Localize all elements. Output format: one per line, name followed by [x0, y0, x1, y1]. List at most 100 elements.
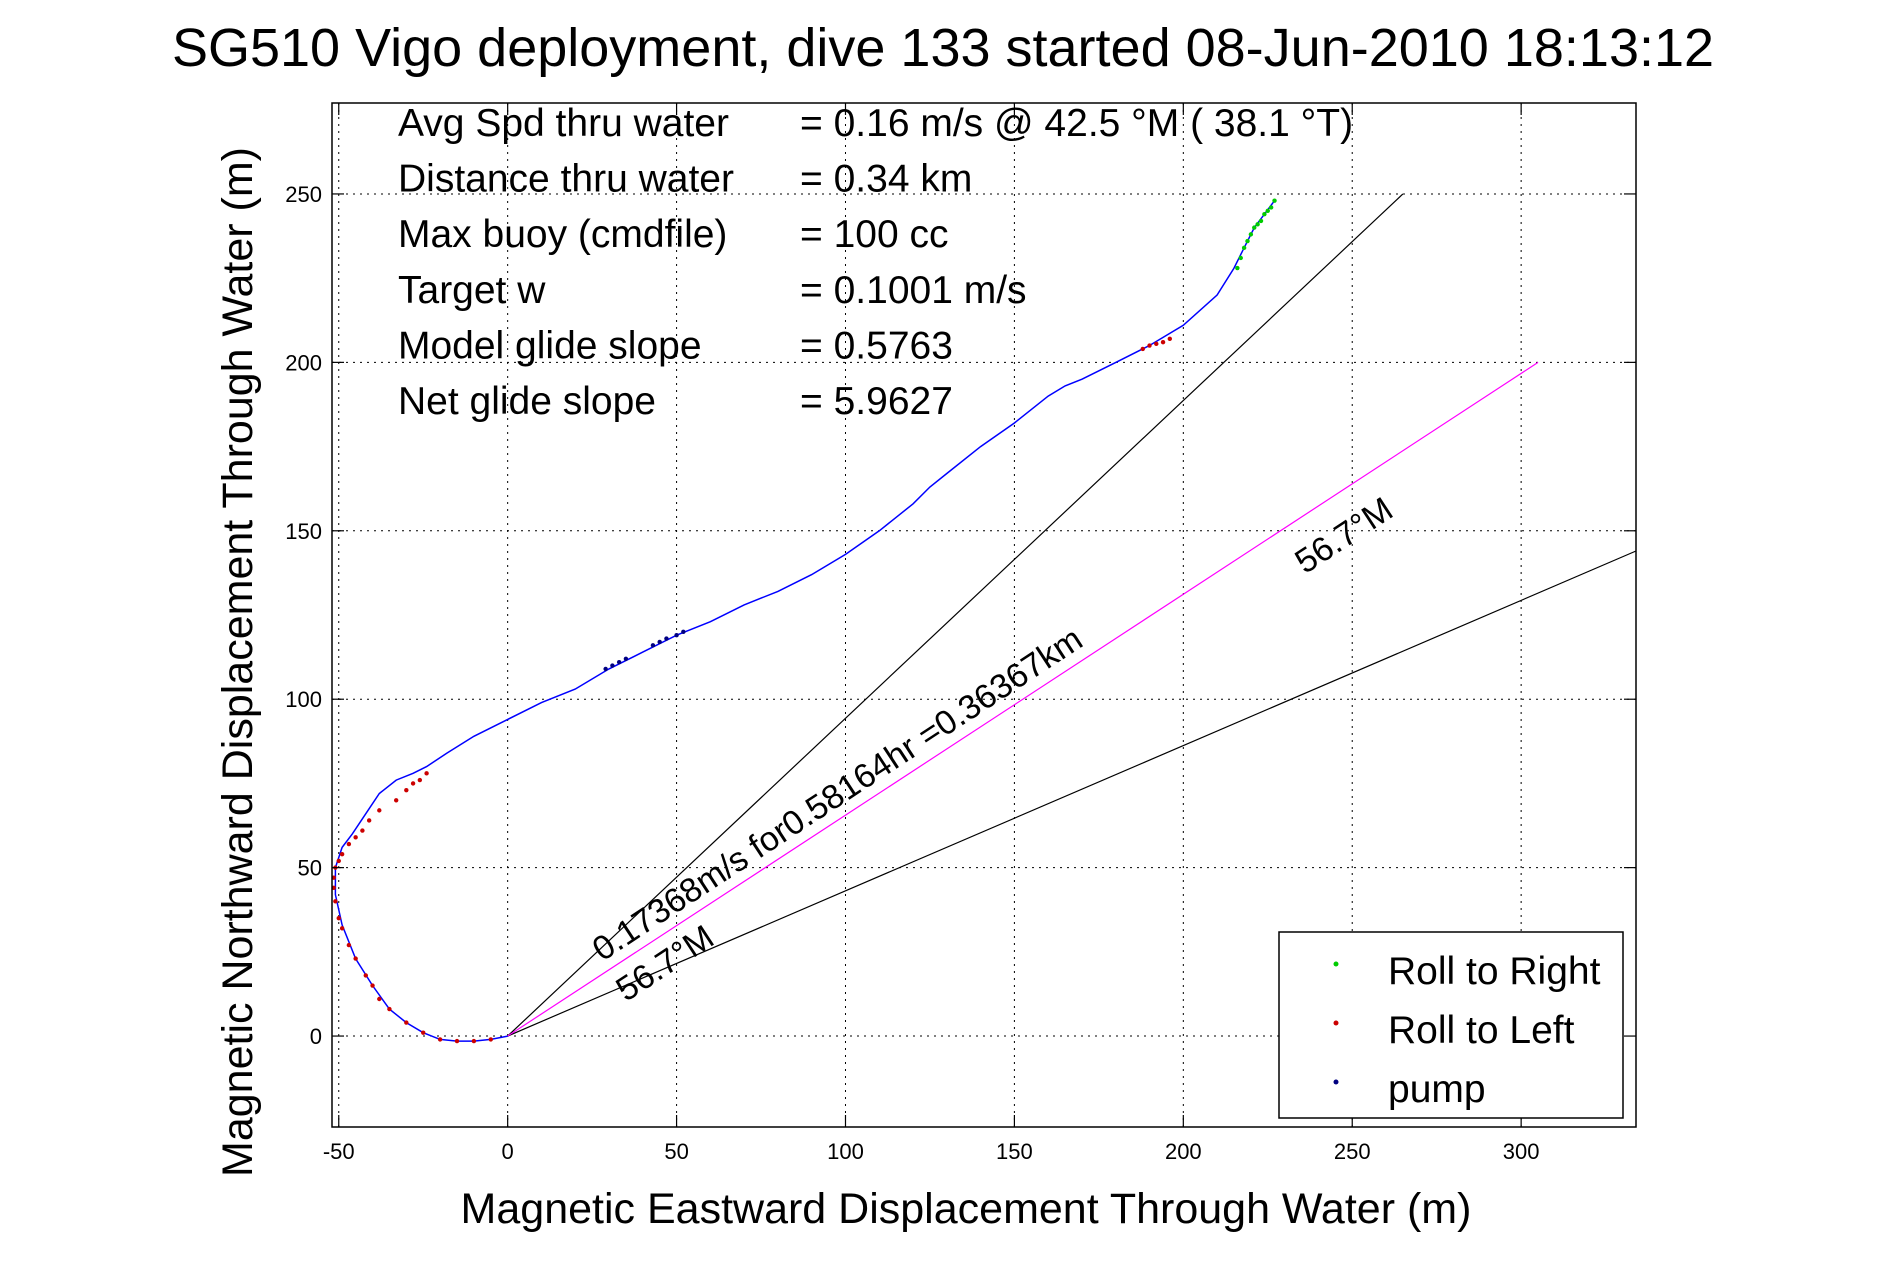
x-tick-label: 200 [1165, 1139, 1202, 1164]
y-tick-label: 250 [285, 182, 322, 207]
marker-roll-to-left [360, 828, 365, 833]
marker-roll-to-right [1268, 205, 1274, 210]
marker-roll-to-left [363, 973, 368, 978]
heading-lines [507, 193, 1637, 1037]
x-tick-label: 250 [1334, 1139, 1371, 1164]
stat-label: Max buoy (cmdfile) [398, 213, 727, 256]
marker-pump [681, 629, 686, 635]
stat-value: = 100 cc [800, 213, 949, 256]
legend-marker [1333, 961, 1339, 967]
marker-roll-to-right [1255, 222, 1260, 227]
y-tick-label: 100 [285, 687, 322, 712]
x-tick-label: 100 [827, 1139, 864, 1164]
stat-value: = 5.9627 [800, 380, 953, 423]
marker-roll-to-right [1252, 225, 1257, 230]
y-tick-label: 0 [310, 1024, 322, 1049]
marker-pump [650, 643, 656, 648]
marker-roll-to-left [421, 1030, 426, 1035]
chart-title: SG510 Vigo deployment, dive 133 started … [172, 18, 1714, 78]
marker-roll-to-right [1248, 232, 1254, 237]
marker-roll-to-left [488, 1037, 493, 1042]
marker-roll-to-left [339, 926, 345, 931]
stat-label: Avg Spd thru water [398, 102, 729, 145]
marker-roll-to-left [366, 818, 372, 823]
marker-roll-to-right [1241, 245, 1247, 251]
plot-area: 0.17368m/s for0.58164hr =0.36367km56.7°M… [285, 102, 1637, 1164]
y-tick-label: 200 [285, 350, 322, 375]
y-tick-label: 150 [285, 519, 322, 544]
marker-pump [603, 666, 608, 672]
plot-frame [331, 102, 1637, 1128]
grid [332, 103, 1636, 1127]
marker-roll-to-left [1147, 343, 1152, 348]
marker-roll-to-left [471, 1038, 477, 1044]
marker-roll-to-right [1238, 255, 1243, 261]
marker-roll-to-left [454, 1038, 460, 1044]
marker-roll-to-left [333, 899, 338, 904]
marker-roll-to-left [410, 781, 416, 786]
stat-label: Distance thru water [398, 158, 734, 201]
legend-marker [1333, 1020, 1339, 1026]
marker-roll-to-left [346, 942, 352, 948]
legend-label: Roll to Right [1388, 950, 1601, 993]
marker-roll-to-left [1160, 339, 1166, 345]
stat-label: Net glide slope [398, 380, 656, 423]
marker-roll-to-left [417, 777, 423, 783]
legend-label: Roll to Left [1388, 1009, 1575, 1052]
stat-value: = 0.16 m/s @ 42.5 °M ( 38.1 °T) [800, 102, 1353, 145]
y-tick-label: 50 [298, 856, 322, 881]
marker-pump [664, 636, 669, 641]
marker-roll-to-left [393, 798, 399, 803]
marker-roll-to-right [1265, 208, 1270, 213]
x-axis-label: Magnetic Eastward Displacement Through W… [461, 1185, 1472, 1233]
marker-roll-to-left [336, 858, 341, 864]
marker-roll-to-left [336, 915, 341, 921]
marker-roll-to-left [387, 1006, 392, 1012]
marker-roll-to-right [1245, 238, 1250, 244]
heading-line [507, 550, 1637, 1037]
x-tick-label: 50 [664, 1139, 688, 1164]
legend-label: pump [1388, 1068, 1486, 1111]
marker-roll-to-left [404, 1020, 409, 1025]
marker-roll-to-left [353, 835, 358, 840]
x-tick-label: 300 [1503, 1139, 1540, 1164]
stat-label: Target w [398, 269, 546, 312]
marker-pump [623, 656, 629, 661]
marker-pump [610, 663, 615, 668]
marker-roll-to-left [353, 956, 358, 961]
y-axis-label: Magnetic Northward Displacement Through … [214, 147, 262, 1177]
stat-value: = 0.34 km [800, 158, 972, 201]
marker-roll-to-right [1262, 211, 1267, 217]
marker-roll-to-left [377, 996, 382, 1002]
marker-roll-to-left [370, 983, 375, 988]
axis-ticks: -50 0 50 100 150 200 250 300 0 50 100 150 200 250 [285, 103, 1636, 1164]
marker-pump [657, 639, 662, 645]
marker-pump [616, 659, 622, 665]
marker-roll-to-left [404, 787, 409, 793]
x-tick-label: -50 [323, 1139, 355, 1164]
stat-value: = 0.5763 [800, 324, 953, 367]
heading-line [507, 361, 1539, 1037]
marker-roll-to-left [1140, 346, 1145, 352]
stat-value: = 0.1001 m/s [800, 269, 1027, 312]
legend: Roll to Right Roll to Left pump [1278, 931, 1624, 1119]
marker-roll-to-left [1154, 341, 1159, 347]
marker-roll-to-right [1258, 218, 1264, 224]
stat-label: Model glide slope [398, 324, 702, 367]
marker-roll-to-left [346, 841, 352, 847]
roll-markers [331, 198, 1277, 1044]
x-tick-label: 150 [996, 1139, 1033, 1164]
marker-roll-to-left [339, 851, 345, 857]
marker-roll-to-right [1235, 265, 1240, 271]
marker-pump [674, 633, 679, 638]
marker-roll-to-left [437, 1037, 443, 1042]
stats-block: Avg Spd thru water = 0.16 m/s @ 42.5 °M (… [398, 102, 1353, 423]
marker-roll-to-left [1167, 336, 1173, 341]
marker-roll-to-left [424, 771, 429, 776]
heading-line [507, 193, 1404, 1037]
marker-roll-to-right [1272, 198, 1277, 203]
legend-marker [1333, 1079, 1339, 1085]
x-tick-label: 0 [502, 1139, 514, 1164]
marker-roll-to-left [377, 808, 382, 813]
